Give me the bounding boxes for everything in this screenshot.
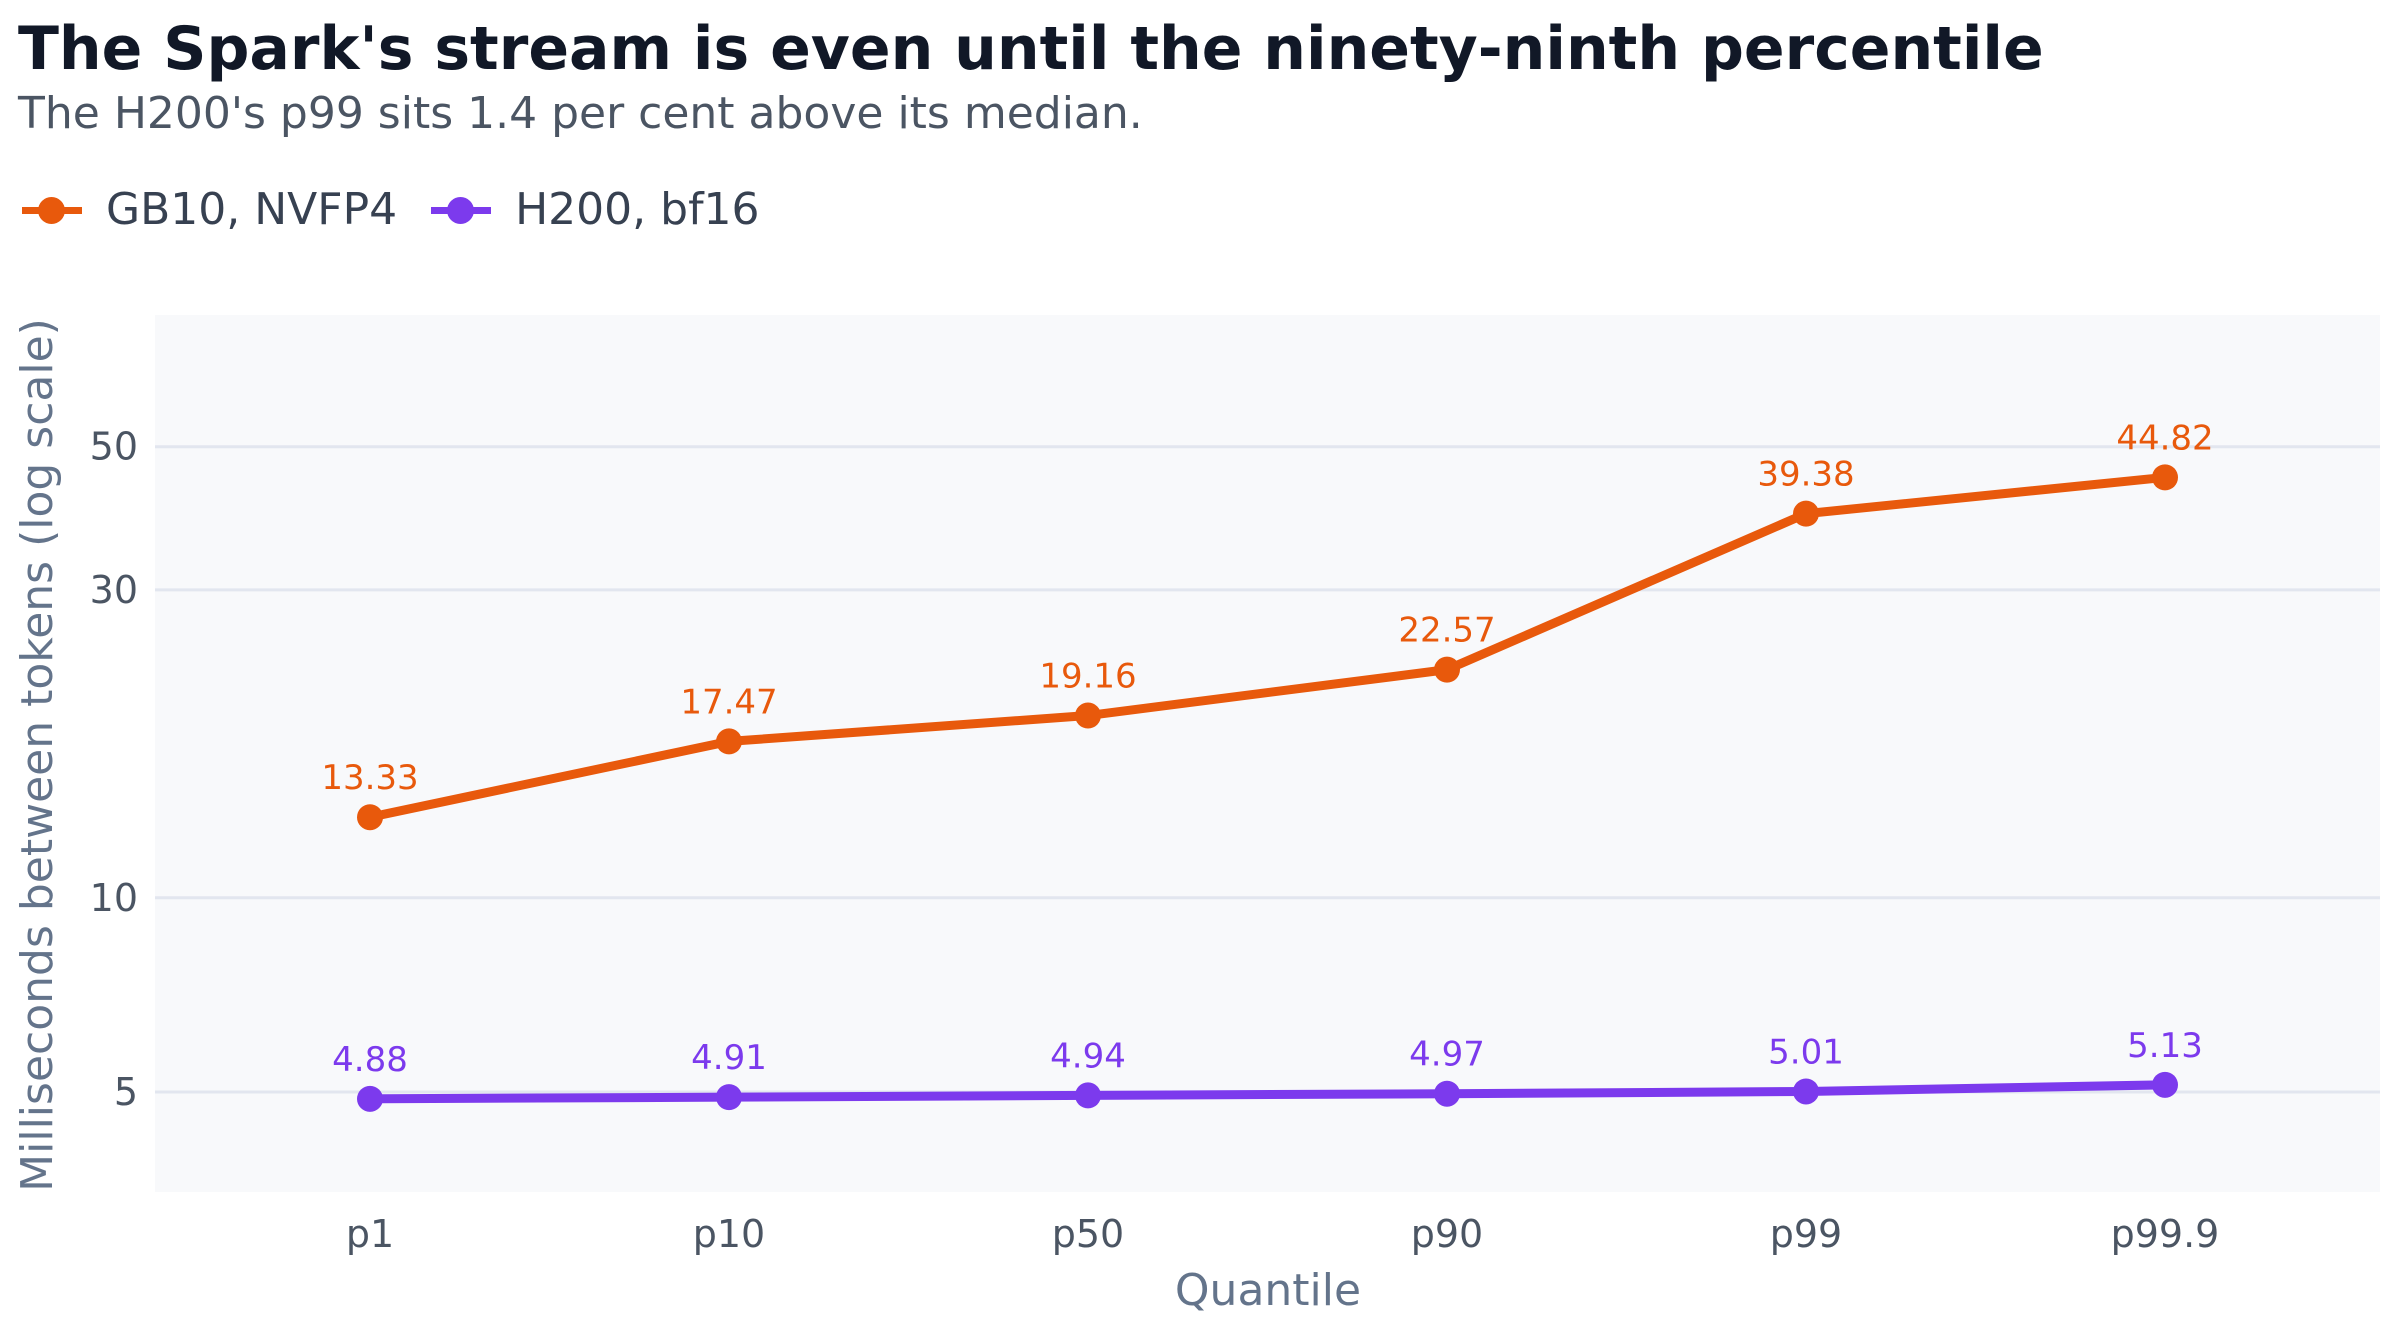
data-label: 19.16 <box>1039 657 1136 697</box>
data-label: 4.88 <box>332 1040 408 1080</box>
data-label: 4.94 <box>1050 1036 1126 1076</box>
legend-label-gb10: GB10, NVFP4 <box>106 184 398 235</box>
data-point <box>1434 1080 1460 1107</box>
x-axis-title: Quantile <box>1175 1265 1361 1316</box>
x-tick-label: p10 <box>693 1212 765 1256</box>
data-label: 5.13 <box>2127 1026 2203 1066</box>
data-label: 4.91 <box>691 1038 767 1078</box>
x-tick-label: p1 <box>346 1212 394 1256</box>
data-label: 13.33 <box>321 758 418 798</box>
plot-area <box>155 315 2380 1192</box>
data-point <box>357 804 383 831</box>
legend-swatch-gb10 <box>22 195 82 225</box>
legend-item-h200[interactable]: H200, bf16 <box>431 184 760 235</box>
data-label: 4.97 <box>1409 1035 1485 1075</box>
data-point <box>1075 702 1101 729</box>
x-tick-label: p99 <box>1770 1212 1842 1256</box>
data-point <box>1793 500 1819 527</box>
legend-item-gb10[interactable]: GB10, NVFP4 <box>22 184 397 235</box>
data-point <box>1075 1082 1101 1109</box>
data-point <box>1793 1078 1819 1105</box>
data-label: 17.47 <box>680 682 777 722</box>
series-line-gb10 <box>365 472 2170 822</box>
y-tick-label: 30 <box>90 568 138 612</box>
y-tick-label: 50 <box>90 425 138 469</box>
y-tick-label: 5 <box>114 1070 138 1114</box>
y-tick-label: 10 <box>90 876 138 920</box>
legend: GB10, NVFP4 H200, bf16 <box>22 184 794 235</box>
x-tick-label: p90 <box>1411 1212 1483 1256</box>
data-point <box>357 1085 383 1112</box>
chart-subtitle: The H200's p99 sits 1.4 per cent above i… <box>18 88 1143 139</box>
data-point <box>716 1084 742 1111</box>
data-label: 44.82 <box>2116 418 2213 458</box>
x-tick-label: p50 <box>1052 1212 1124 1256</box>
series-line-h200 <box>365 1080 2170 1104</box>
legend-label-h200: H200, bf16 <box>515 184 760 235</box>
data-point <box>1434 656 1460 683</box>
data-point <box>2152 464 2178 491</box>
data-point <box>716 728 742 755</box>
x-tick-label: p99.9 <box>2111 1212 2220 1256</box>
y-axis-title: Milliseconds between tokens (log scale) <box>12 318 63 1192</box>
data-label: 39.38 <box>1757 455 1854 495</box>
legend-swatch-h200 <box>431 195 492 225</box>
data-label: 5.01 <box>1768 1032 1844 1072</box>
data-label: 22.57 <box>1398 611 1495 651</box>
data-point <box>2152 1071 2178 1098</box>
chart-title: The Spark's stream is even until the nin… <box>18 14 2044 84</box>
